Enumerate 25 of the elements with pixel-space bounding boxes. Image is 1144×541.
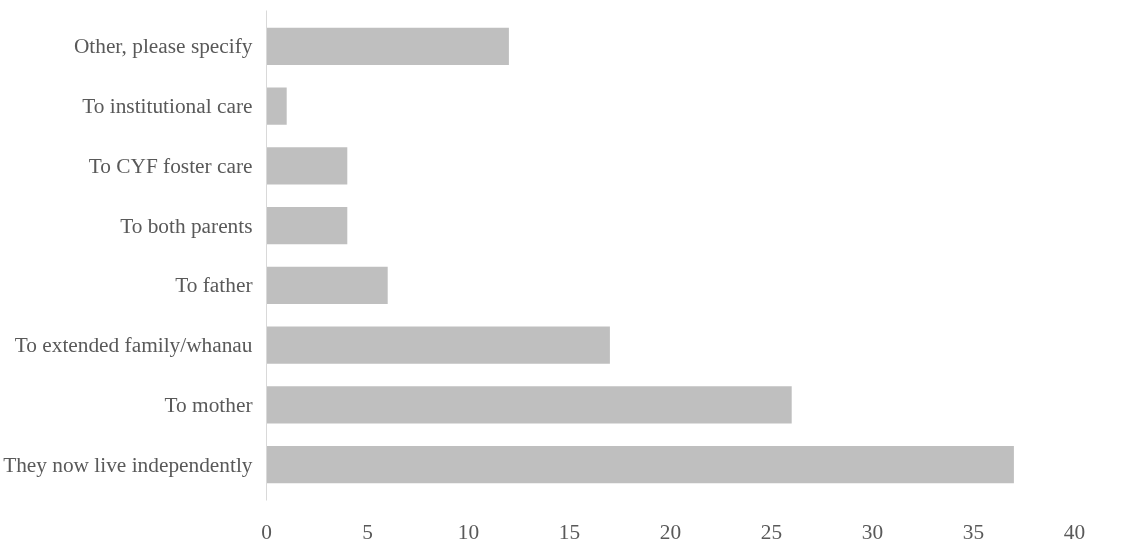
y-tick-label: To mother: [164, 392, 253, 417]
bar: [266, 27, 509, 65]
y-tick-label: To CYF foster care: [88, 153, 253, 178]
bar: [266, 326, 610, 364]
x-tick-label: 5: [362, 519, 373, 541]
x-tick-label: 30: [861, 519, 884, 541]
y-tick-label: Other, please specify: [73, 34, 253, 59]
x-tick-label: 15: [558, 519, 581, 541]
bar: [266, 207, 348, 245]
y-tick-label: They now live independently: [3, 452, 253, 477]
y-tick-label: To extended family/whanau: [14, 333, 253, 358]
x-tick-label: 40: [1063, 519, 1086, 541]
y-tick-label: To both parents: [120, 213, 253, 238]
y-tick-label: To institutional care: [82, 94, 253, 119]
bar: [266, 446, 1014, 484]
bar: [266, 87, 287, 125]
x-tick-label: 25: [760, 519, 783, 541]
y-tick-label: To father: [175, 273, 253, 298]
bar: [266, 266, 388, 304]
bar: [266, 386, 792, 424]
x-tick-label: 35: [962, 519, 985, 541]
x-tick-label: 20: [659, 519, 682, 541]
x-tick-label: 10: [457, 519, 480, 541]
bar: [266, 147, 348, 185]
x-tick-label: 0: [261, 519, 272, 541]
